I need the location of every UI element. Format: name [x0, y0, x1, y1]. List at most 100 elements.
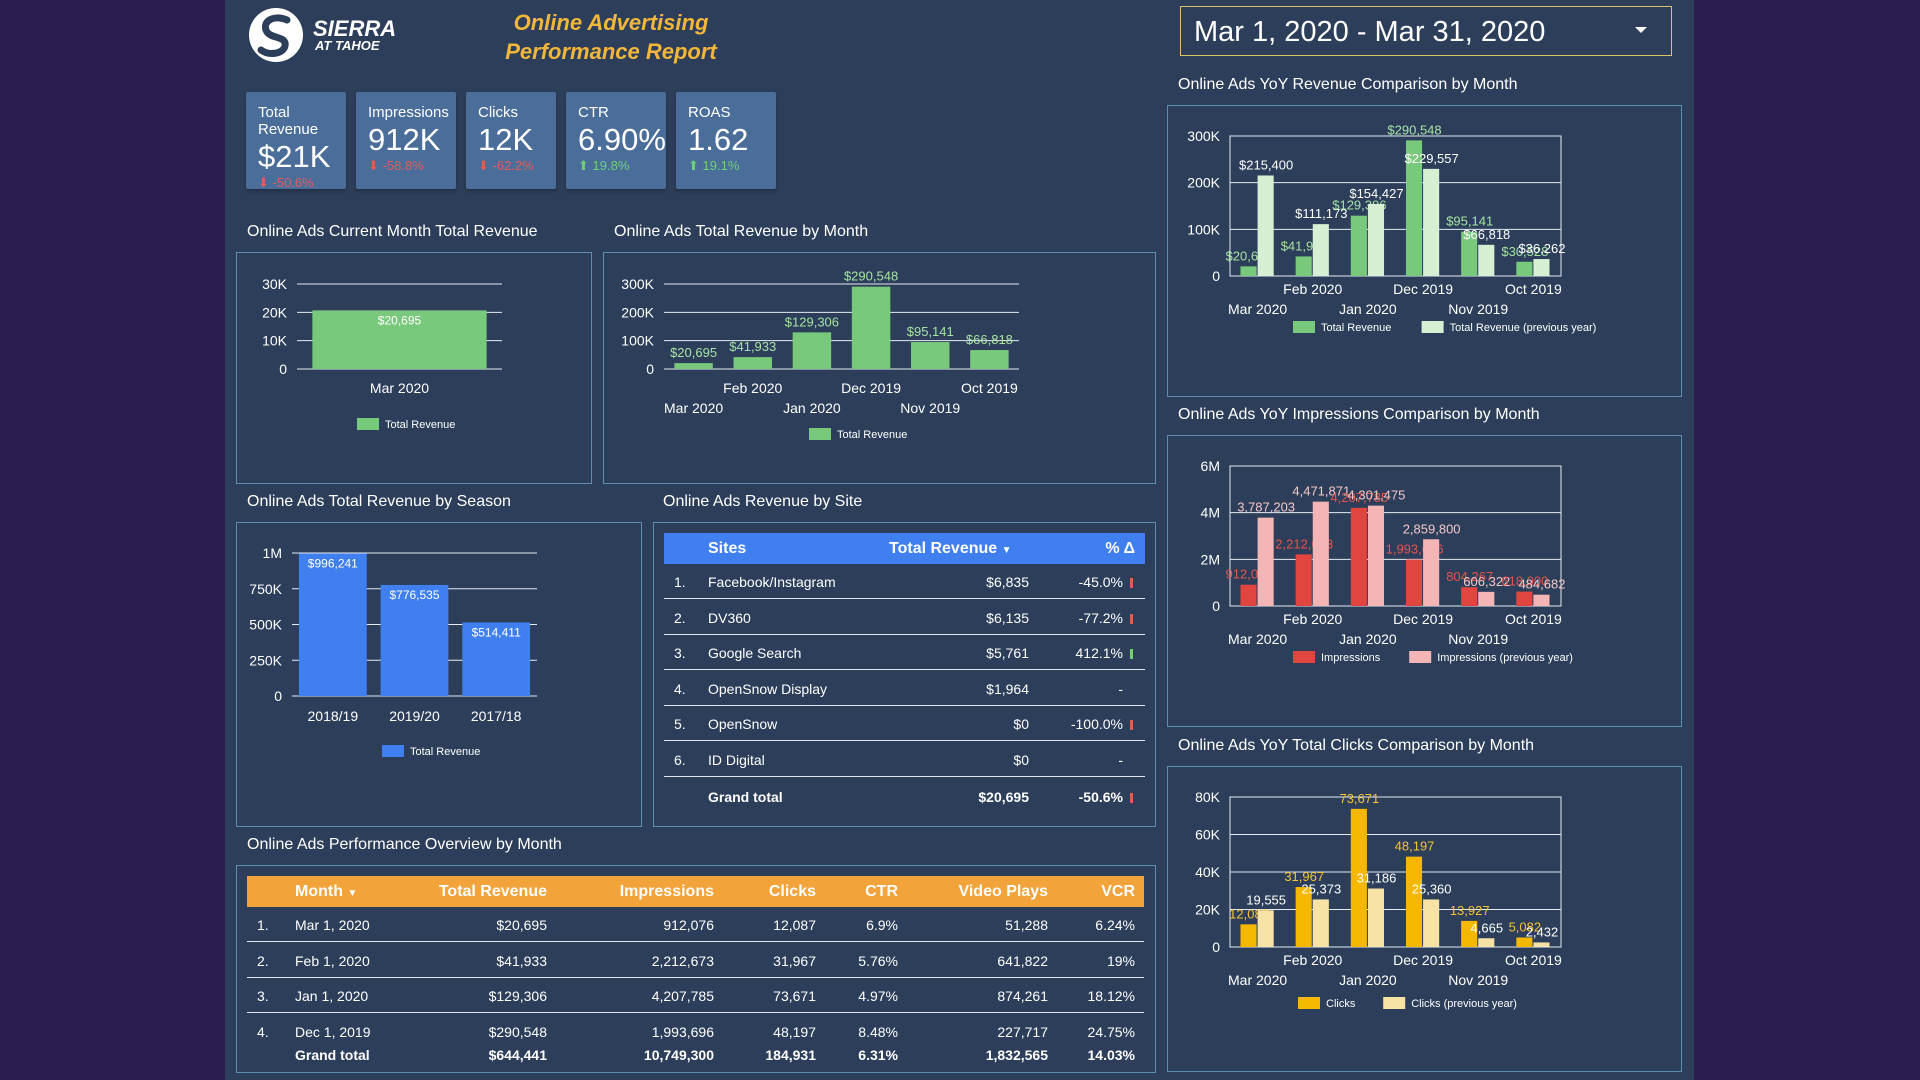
table-row[interactable]: 5. OpenSnow $0 -100.0%	[664, 706, 1145, 741]
bar	[1461, 587, 1478, 606]
kpi-card[interactable]: ROAS 1.62 ⬆ 19.1%	[676, 92, 776, 189]
legend-swatch	[1409, 651, 1432, 663]
site-delta-value: -	[1118, 751, 1123, 768]
row-number: 1.	[257, 917, 269, 933]
revenue-by-month-chart-panel: 0 100K 200K 300K $20,695 Mar 2020 $41,933 Feb 2…	[603, 252, 1156, 484]
header-clicks[interactable]: Clicks	[768, 883, 816, 900]
header-total-revenue[interactable]: Total Revenue ▼	[889, 540, 1012, 558]
sites-table-panel: Sites Total Revenue ▼ % Δ 1. Facebook/Ins…	[653, 522, 1156, 827]
site-name: OpenSnow	[708, 716, 778, 732]
bar	[1295, 887, 1312, 947]
category-label: Mar 2020	[664, 400, 723, 416]
table-row[interactable]: 4. OpenSnow Display $1,964 -	[664, 671, 1145, 706]
data-label: $215,400	[1239, 157, 1293, 172]
row-revenue: $290,548	[488, 1023, 547, 1040]
bar	[1295, 554, 1312, 606]
grand-total-label: Grand total	[708, 789, 783, 805]
y-tick-label: 100K	[621, 333, 654, 349]
table-row[interactable]: 2. Feb 1, 2020 $41,933 2,212,673 31,967 5.76%…	[247, 943, 1144, 978]
legend-label: Impressions	[1321, 652, 1381, 664]
row-vcr: 19%	[1106, 952, 1135, 969]
bar	[1533, 942, 1550, 947]
y-tick-label: 0	[274, 688, 282, 704]
header-delta[interactable]: % Δ	[1105, 540, 1135, 557]
data-label: 4,301,475	[1348, 488, 1406, 503]
kpi-card[interactable]: Impressions 912K ⬇ -58.8%	[356, 92, 456, 189]
revenue-by-season-chart-panel: 0 250K 500K 750K 1M $996,241 2018/19 $776,535 20…	[236, 522, 642, 827]
kpi-delta: ⬇ -50.6%	[258, 175, 346, 191]
y-tick-label: 10K	[262, 333, 288, 349]
date-range-picker[interactable]: Mar 1, 2020 - Mar 31, 2020	[1180, 6, 1672, 56]
row-number: 3.	[674, 645, 686, 661]
legend-swatch	[809, 428, 831, 440]
table-row[interactable]: 1. Facebook/Instagram $6,835 -45.0%	[664, 564, 1145, 599]
kpi-card[interactable]: Clicks 12K ⬇ -62.2%	[466, 92, 556, 189]
table-row[interactable]: 4. Dec 1, 2019 $290,548 1,993,696 48,197 8.48…	[247, 1014, 1144, 1049]
y-tick-label: 0	[646, 361, 654, 377]
bar	[1405, 856, 1423, 947]
category-label: Jan 2020	[1339, 972, 1397, 988]
data-label: $66,818	[1463, 227, 1510, 242]
table-row[interactable]: 3. Google Search $5,761 412.1%	[664, 635, 1145, 670]
yoy-revenue-chart-panel: 0 100K 200K 300K $20,695 $215,400 Mar 2020 $41,…	[1167, 105, 1682, 397]
grand-total-impressions: 10,749,300	[643, 1047, 714, 1063]
table-row[interactable]: 1. Mar 1, 2020 $20,695 912,076 12,087 6.9% 51,…	[247, 907, 1144, 942]
data-label: 25,360	[1412, 881, 1452, 896]
site-delta: -	[1118, 752, 1123, 768]
data-label: 3,787,203	[1237, 500, 1295, 515]
site-delta-value: -77.2%	[1078, 609, 1123, 626]
bar	[1533, 259, 1550, 276]
category-label: 2019/20	[389, 708, 440, 724]
kpi-card[interactable]: CTR 6.90% ⬆ 19.8%	[566, 92, 666, 189]
row-number: 2.	[674, 609, 686, 626]
grand-total-clicks: 184,931	[765, 1047, 816, 1063]
kpi-delta: ⬆ 19.8%	[578, 158, 666, 174]
legend-label: Total Revenue	[837, 429, 907, 441]
header-impressions[interactable]: Impressions	[619, 883, 714, 900]
table-row[interactable]: 2. DV360 $6,135 -77.2%	[664, 600, 1145, 635]
bar	[1516, 591, 1533, 606]
data-label: 618,000	[1501, 574, 1548, 589]
bar	[1533, 594, 1550, 606]
data-label: 13,927	[1450, 903, 1490, 918]
data-label: $30,528	[1501, 244, 1548, 259]
kpi-label: Clicks	[478, 104, 518, 121]
category-label: Feb 2020	[1283, 952, 1342, 968]
grand-total-revenue: $20,695	[978, 789, 1029, 805]
header-total-revenue[interactable]: Total Revenue	[438, 883, 547, 900]
table-row[interactable]: 3. Jan 1, 2020 $129,306 4,207,785 73,671 4.97…	[247, 978, 1144, 1013]
header-month[interactable]: Month ▼	[295, 883, 357, 901]
bar	[1312, 899, 1329, 947]
bar	[1350, 215, 1367, 276]
row-video-plays: 641,822	[997, 952, 1048, 969]
data-label: 2,859,800	[1403, 521, 1461, 536]
header-video-plays[interactable]: Video Plays	[958, 883, 1048, 900]
header-vcr[interactable]: VCR	[1101, 883, 1135, 900]
arrow-down-icon: ⬇	[478, 158, 493, 173]
header-sites[interactable]: Sites	[708, 540, 747, 557]
site-name: DV360	[708, 609, 751, 626]
y-tick-label: 6M	[1201, 458, 1220, 474]
kpi-card[interactable]: Total Revenue $21K ⬇ -50.6%	[246, 92, 346, 191]
category-label: Jan 2020	[783, 400, 841, 416]
bar	[1350, 808, 1367, 947]
bar	[1240, 584, 1257, 606]
row-revenue: $20,695	[496, 917, 547, 933]
table-row[interactable]: 6. ID Digital $0 -	[664, 742, 1145, 777]
grand-total-revenue: $644,441	[488, 1047, 547, 1063]
site-revenue: $6,135	[986, 609, 1029, 626]
data-label: $514,411	[472, 625, 521, 639]
kpi-label: Impressions	[368, 104, 449, 121]
grand-total-delta: -50.6%	[1078, 789, 1123, 805]
data-label: $290,548	[844, 269, 898, 284]
yoy-clicks-chart-panel: 0 20K 40K 60K 80K 12,087 19,555 Mar 2020 31,967 2…	[1167, 766, 1682, 1072]
header-ctr[interactable]: CTR	[865, 883, 898, 900]
bar	[1478, 244, 1495, 276]
bar	[1461, 231, 1478, 276]
row-ctr: 5.76%	[858, 952, 898, 969]
row-month: Mar 1, 2020	[295, 917, 370, 933]
bar	[1423, 539, 1440, 606]
logo-tagline: AT TAHOE	[315, 38, 380, 53]
category-label: Mar 2020	[1228, 301, 1287, 317]
